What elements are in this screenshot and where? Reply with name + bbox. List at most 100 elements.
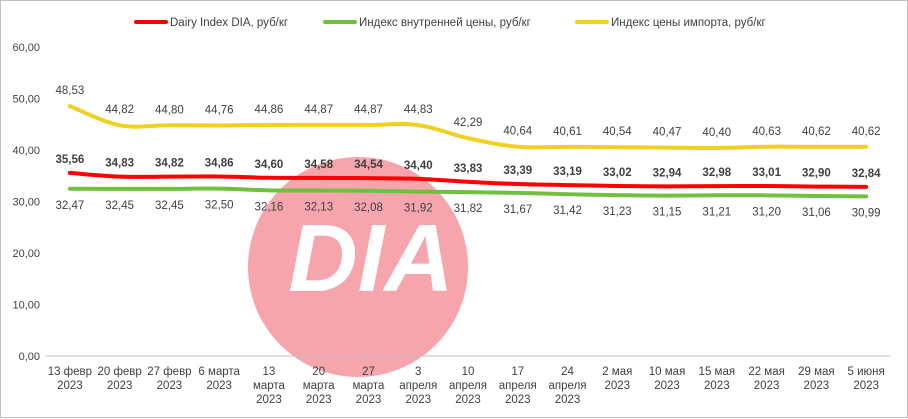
data-label: 32,16 (255, 201, 284, 213)
data-label: 40,40 (702, 127, 731, 139)
data-label: 34,54 (354, 159, 383, 171)
x-tick-label-line: 2023 (157, 380, 183, 392)
legend-label: Индекс внутренней цены, руб/кг (359, 17, 531, 29)
series-line-import-index (67, 104, 869, 150)
x-tick-label-line: 2023 (604, 380, 630, 392)
x-tick-label-line: апреля (449, 380, 487, 392)
y-tick-label: 20,00 (12, 248, 40, 260)
x-tick-label-line: 10 (462, 366, 475, 378)
x-tick-label: 27 февр 2023 (147, 366, 191, 392)
data-label: 31,42 (553, 205, 582, 217)
series-line-dairy-index (67, 170, 869, 189)
x-tick-label-line: 2023 (356, 394, 382, 406)
y-tick-label: 60,00 (12, 42, 40, 54)
x-tick-label-line: марта (352, 380, 385, 392)
x-tick-label: 20 февр 2023 (97, 366, 141, 392)
x-tick-label-line: апреля (549, 380, 587, 392)
x-tick-label: 2 мая 2023 (602, 366, 632, 392)
x-tick-label-line: 15 мая (699, 366, 736, 378)
data-label: 33,19 (553, 166, 582, 178)
x-tick-label-line: 22 мая (748, 366, 785, 378)
data-label: 44,83 (404, 104, 433, 116)
x-tick-label: 29 мая 2023 (798, 366, 835, 392)
data-label: 31,23 (603, 206, 632, 218)
x-tick-label-line: 2023 (654, 380, 680, 392)
y-tick-label: 40,00 (12, 145, 40, 157)
data-label: 44,87 (304, 104, 333, 116)
x-tick-label-line: 2023 (57, 380, 83, 392)
x-tick-label: 3 апреля 2023 (399, 366, 437, 406)
x-tick-label-line: 27 (362, 366, 375, 378)
x-tick-label-line: 5 июня (848, 366, 885, 378)
data-label: 32,08 (354, 202, 383, 214)
x-tick-label: 13 марта 2023 (253, 366, 286, 406)
x-tick-label-line: 2023 (107, 380, 133, 392)
data-label: 34,83 (105, 158, 134, 170)
data-label: 40,54 (603, 126, 632, 138)
x-tick-label-line: 2023 (206, 380, 232, 392)
data-label: 35,56 (55, 154, 84, 166)
data-label: 40,47 (653, 127, 682, 139)
x-tick-label-line: 20 февр (97, 366, 141, 378)
data-label: 31,82 (454, 203, 483, 215)
data-labels: 35,56 34,83 34,82 34,86 34,60 34,58 34,54 34,40… (55, 85, 881, 219)
x-tick-label-line: 2023 (555, 394, 581, 406)
watermark-text: DIA (288, 205, 453, 312)
dia-watermark-logo: DIA (248, 157, 468, 377)
data-label: 40,64 (503, 126, 532, 138)
x-tick-label-line: 13 февр (48, 366, 92, 378)
x-tick-label: 27 марта 2023 (352, 366, 385, 406)
x-tick-label: 6 марта 2023 (198, 366, 240, 392)
series-line-domestic-index (67, 186, 869, 199)
data-label: 42,29 (454, 117, 483, 129)
data-label: 33,39 (503, 165, 532, 177)
data-label: 32,90 (802, 168, 831, 180)
legend-label: Dairy Index DIA, руб/кг (170, 17, 288, 29)
x-tick-label: 15 мая 2023 (699, 366, 736, 392)
x-tick-label: 10 мая 2023 (649, 366, 686, 392)
data-label: 31,06 (802, 207, 831, 219)
x-tick-label: 10 апреля 2023 (449, 366, 487, 406)
x-tick-label-line: 27 февр (147, 366, 191, 378)
x-tick-label-line: 2023 (455, 394, 481, 406)
legend: Dairy Index DIA, руб/кг Индекс внутренней… (134, 17, 766, 29)
data-label: 31,92 (404, 203, 433, 215)
x-tick-label-line: 6 марта (198, 366, 240, 378)
x-tick-label-line: 2 мая (602, 366, 632, 378)
data-label: 32,94 (653, 167, 682, 179)
data-label: 33,83 (454, 163, 483, 175)
data-label: 33,02 (603, 167, 632, 179)
x-tick-label-line: 13 (263, 366, 276, 378)
data-label: 31,67 (503, 204, 532, 216)
x-tick-label: 5 июня 2023 (848, 366, 885, 392)
data-label: 34,86 (205, 157, 234, 169)
x-tick-label-line: 20 (312, 366, 325, 378)
x-tick-label-line: 2023 (754, 380, 780, 392)
data-label: 33,01 (752, 167, 781, 179)
data-label: 40,62 (852, 126, 881, 138)
x-tick-label-line: 17 (511, 366, 524, 378)
data-label: 40,63 (752, 126, 781, 138)
x-tick-label-line: 3 (415, 366, 421, 378)
data-label: 34,58 (304, 159, 333, 171)
series-lines (67, 104, 869, 199)
x-tick-label-line: 2023 (405, 394, 431, 406)
data-label: 32,98 (702, 167, 731, 179)
x-tick-label-line: апреля (399, 380, 437, 392)
x-tick-label: 13 февр 2023 (48, 366, 92, 392)
data-label: 34,60 (255, 159, 284, 171)
data-label: 34,40 (404, 160, 433, 172)
x-tick-label-line: 2023 (256, 394, 282, 406)
data-label: 44,80 (155, 104, 184, 116)
data-label: 44,87 (354, 104, 383, 116)
data-label: 44,76 (205, 104, 234, 116)
y-tick-label: 0,00 (19, 351, 40, 363)
x-tick-label-line: 24 (561, 366, 574, 378)
data-label: 44,86 (255, 104, 284, 116)
x-tick-label: 20 марта 2023 (303, 366, 336, 406)
data-label: 31,20 (752, 206, 781, 218)
x-tick-label-line: 2023 (804, 380, 830, 392)
data-label: 32,50 (205, 200, 234, 212)
